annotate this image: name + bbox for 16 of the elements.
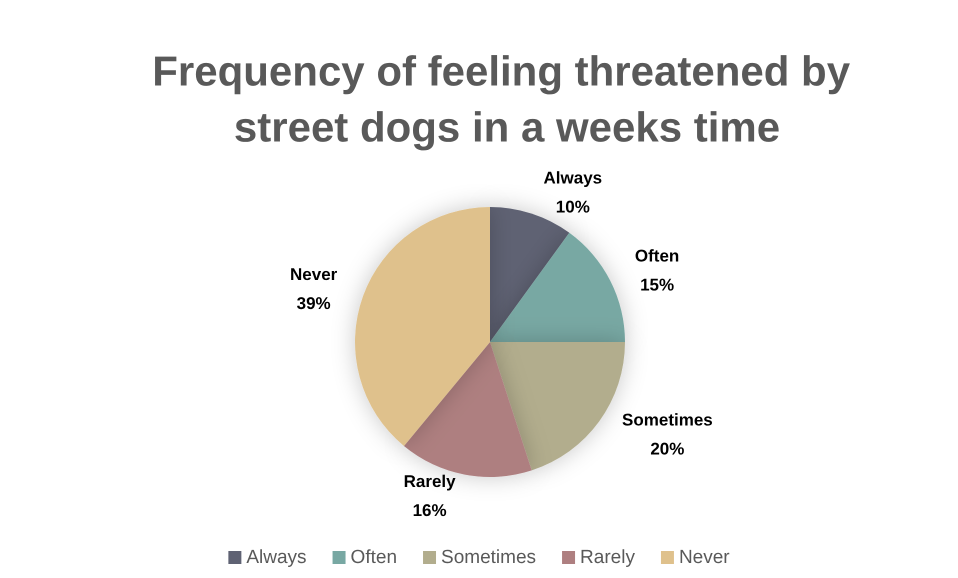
data-label: 15%	[640, 276, 674, 295]
legend-label: Often	[350, 547, 398, 568]
legend-label: Rarely	[580, 547, 636, 568]
chart-title: Frequency of feeling threatened by street dogs in a weeks time	[152, 48, 862, 150]
slice-label: Sometimes	[622, 410, 713, 430]
legend-label: Never	[678, 547, 730, 568]
slice-label: Often	[634, 246, 680, 266]
data-label: 20%	[650, 439, 684, 458]
slice-label: Never	[290, 264, 338, 284]
data-label: 39%	[296, 294, 331, 313]
slice-label: Rarely	[404, 472, 456, 492]
data-label: 10%	[556, 198, 590, 217]
slice-label: Always	[544, 168, 602, 188]
data-label: 16%	[412, 501, 447, 520]
legend-label: Always	[246, 547, 307, 568]
legend-label: Sometimes	[441, 547, 536, 568]
